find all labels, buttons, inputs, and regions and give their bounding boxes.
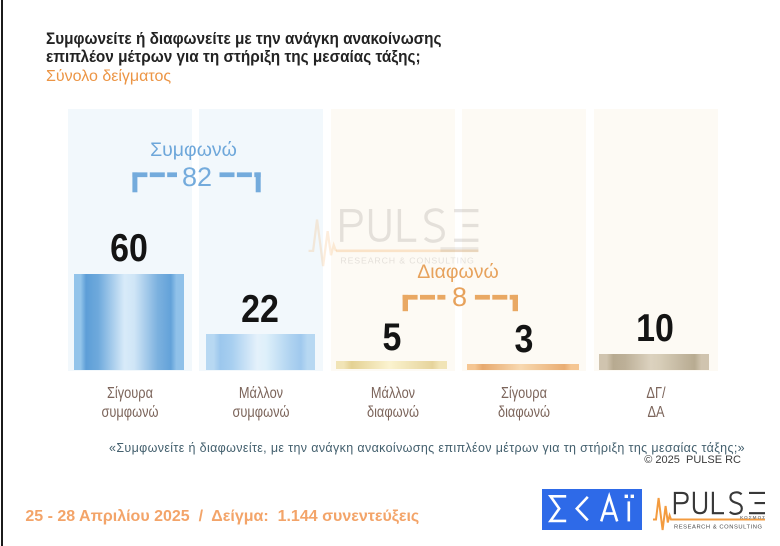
- svg-text:ΚΟΣΜΟΣ: ΚΟΣΜΟΣ: [740, 515, 765, 520]
- svg-text:RESEARCH & CONSULTING: RESEARCH & CONSULTING: [674, 524, 763, 530]
- svg-text:RESEARCH & CONSULTING: RESEARCH & CONSULTING: [340, 256, 475, 266]
